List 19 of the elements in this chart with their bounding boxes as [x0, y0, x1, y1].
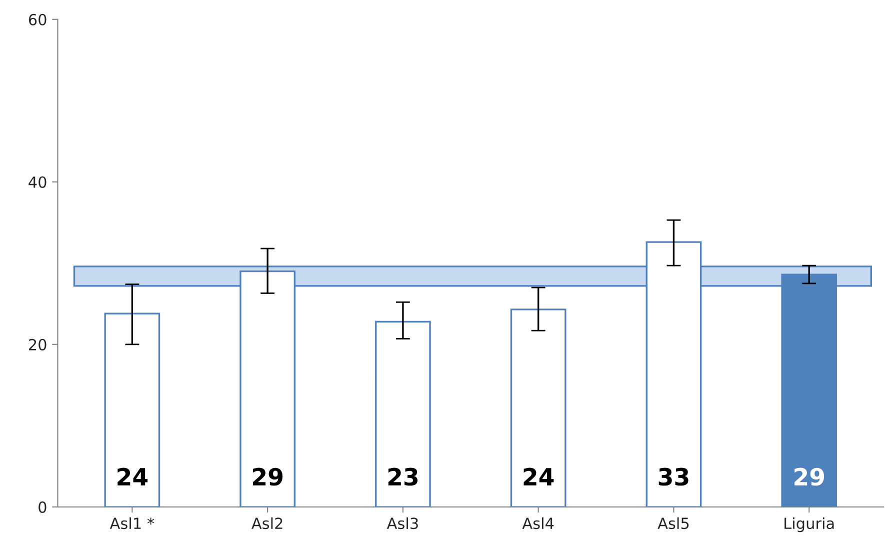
x-tick-label: Asl3: [386, 517, 418, 530]
y-tick-label: 40: [28, 176, 46, 188]
y-tick-label: 20: [28, 338, 46, 350]
bar: [375, 320, 431, 507]
bar: [104, 312, 160, 507]
data-label: 23: [388, 468, 418, 486]
data-label: 29: [253, 468, 282, 486]
x-tick-label: Liguria: [784, 517, 834, 532]
bar: [510, 308, 566, 507]
y-tick-label: 0: [38, 501, 46, 513]
data-label: 33: [658, 468, 688, 486]
x-tick-label: Asl1 *: [110, 517, 154, 530]
data-label: 29: [794, 468, 824, 486]
x-tick-label: Asl5: [658, 517, 689, 530]
x-tick-label: Asl2: [251, 517, 282, 530]
data-label: 24: [524, 468, 554, 486]
data-label: 24: [118, 468, 148, 486]
y-tick-label: 60: [28, 14, 46, 26]
x-tick-label: Asl4: [522, 517, 554, 530]
